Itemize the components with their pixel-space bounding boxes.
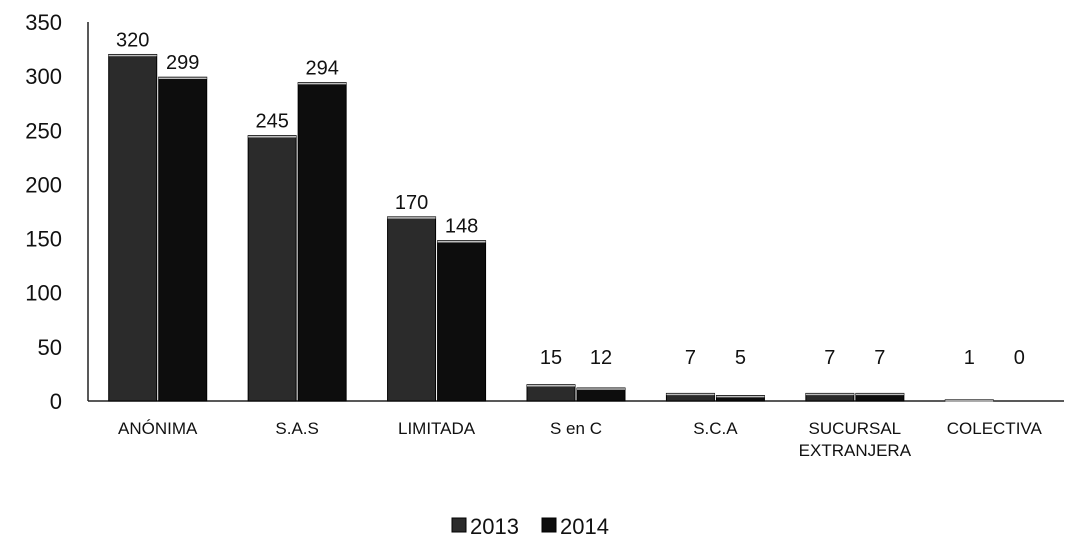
bar-2013 xyxy=(805,392,855,402)
y-tick-label: 150 xyxy=(25,227,62,252)
data-label: 12 xyxy=(590,347,612,369)
bar-2014 xyxy=(715,395,765,402)
data-labels: 320 299 245 294 170 148 15 12 7 5 7 7 1 0 xyxy=(116,29,1025,369)
bar-2014 xyxy=(855,392,905,402)
x-tick-label: S.A.S xyxy=(275,419,318,438)
y-tick-label: 100 xyxy=(25,281,62,306)
data-label: 15 xyxy=(540,347,562,369)
data-label: 7 xyxy=(874,347,885,369)
x-tick-label: COLECTIVA xyxy=(947,419,1043,438)
y-tick-label: 350 xyxy=(25,10,62,35)
data-label: 320 xyxy=(116,29,149,51)
data-label: 245 xyxy=(255,111,288,133)
x-tick-label: ANÓNIMA xyxy=(118,419,198,438)
data-label: 299 xyxy=(166,52,199,74)
data-label: 148 xyxy=(445,216,478,238)
legend: 2013 2014 xyxy=(451,514,609,539)
bar-2014 xyxy=(158,76,208,402)
x-axis-tick-labels: ANÓNIMA S.A.S LIMITADA S en C S.C.A SUCURSAL E… xyxy=(118,419,1042,460)
x-tick-label: LIMITADA xyxy=(398,419,476,438)
x-tick-label: S en C xyxy=(550,419,602,438)
bar-2013 xyxy=(108,53,158,402)
bar-2014 xyxy=(297,82,347,402)
bar-2014 xyxy=(437,240,487,402)
bars xyxy=(108,53,994,402)
x-tick-label: EXTRANJERA xyxy=(799,441,912,460)
legend-swatch-2013 xyxy=(451,517,467,533)
bar-2013 xyxy=(526,384,576,402)
bar-2013 xyxy=(247,135,297,402)
legend-label: 2014 xyxy=(560,514,609,539)
y-tick-label: 50 xyxy=(38,335,62,360)
y-axis-tick-labels: 0 50 100 150 200 250 300 350 xyxy=(25,10,62,414)
data-label: 7 xyxy=(824,347,835,369)
bar-2014 xyxy=(576,387,626,402)
y-tick-label: 200 xyxy=(25,172,62,197)
bar-2013 xyxy=(387,216,437,402)
data-label: 1 xyxy=(964,347,975,369)
y-tick-label: 0 xyxy=(50,389,62,414)
data-label: 294 xyxy=(305,58,338,80)
x-tick-label: S.C.A xyxy=(693,419,738,438)
legend-swatch-2014 xyxy=(541,517,557,533)
y-tick-label: 300 xyxy=(25,64,62,89)
data-label: 5 xyxy=(735,347,746,369)
bar-2013 xyxy=(665,392,715,402)
x-tick-label: SUCURSAL xyxy=(809,419,902,438)
data-label: 170 xyxy=(395,192,428,214)
data-label: 0 xyxy=(1014,347,1025,369)
data-label: 7 xyxy=(685,347,696,369)
legend-label: 2013 xyxy=(470,514,519,539)
y-tick-label: 250 xyxy=(25,118,62,143)
